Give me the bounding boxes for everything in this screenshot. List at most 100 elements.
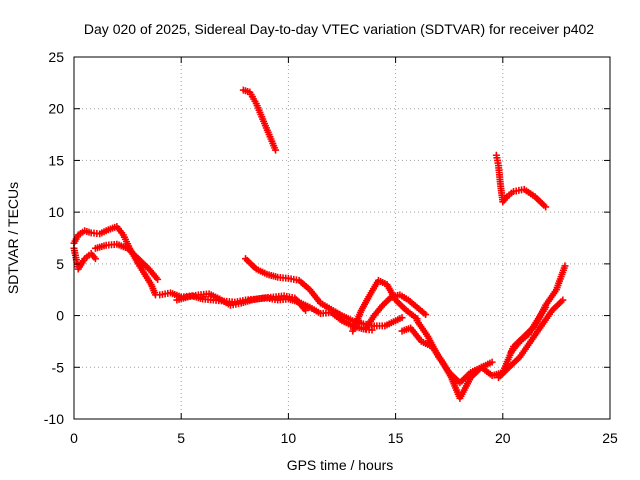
track-markers — [120, 233, 133, 250]
track-markers — [83, 251, 93, 261]
track-markers — [394, 315, 404, 324]
y-axis-label: SDTVAR / TECUs — [5, 182, 21, 294]
track-markers — [125, 246, 141, 261]
data-point — [272, 146, 280, 154]
track-markers — [276, 295, 290, 304]
y-tick-label: 15 — [48, 152, 64, 168]
track-markers — [261, 293, 275, 302]
track-markers — [393, 298, 409, 313]
data-point — [542, 303, 550, 311]
track-markers — [512, 186, 526, 195]
y-tick-label: 10 — [48, 204, 64, 220]
track-markers — [495, 164, 504, 188]
track-markers — [505, 189, 515, 199]
track-markers — [243, 256, 258, 271]
x-tick-label: 20 — [495, 430, 511, 446]
track-markers — [517, 339, 533, 359]
track-markers — [136, 256, 151, 271]
track-markers — [90, 229, 101, 238]
track-markers — [307, 288, 323, 305]
track-markers — [425, 334, 441, 359]
track-markers — [218, 296, 232, 308]
track-markers — [373, 322, 386, 330]
track-markers — [500, 194, 510, 204]
track-markers — [493, 154, 502, 167]
x-tick-label: 10 — [281, 430, 297, 446]
track-markers — [148, 283, 159, 297]
track-markers — [522, 187, 537, 199]
track-markers — [539, 308, 555, 328]
track-markers — [496, 365, 511, 380]
track-markers — [253, 102, 266, 121]
data-point — [488, 358, 496, 366]
track-markers — [142, 272, 154, 286]
track-markers — [201, 295, 215, 304]
track-markers — [319, 300, 333, 312]
y-tick-label: 0 — [56, 308, 64, 324]
x-axis-label: GPS time / hours — [287, 457, 394, 473]
track-markers — [83, 227, 93, 236]
track-markers — [254, 266, 269, 277]
axis-ticks — [73, 56, 611, 420]
track-markers — [550, 298, 565, 313]
grid-lines — [74, 57, 610, 419]
data-point — [302, 306, 310, 314]
track-markers — [408, 326, 424, 344]
track-markers — [367, 278, 381, 297]
track-markers — [233, 297, 247, 306]
track-markers — [509, 339, 523, 354]
data-point — [542, 203, 550, 211]
y-tick-label: -10 — [44, 411, 64, 427]
data-point — [561, 262, 569, 270]
y-tick-label: 5 — [56, 256, 64, 272]
track-markers — [71, 233, 81, 245]
y-tick-label: -5 — [52, 359, 65, 375]
track-markers — [469, 364, 483, 375]
track-markers — [340, 313, 355, 324]
track-markers — [518, 332, 531, 344]
x-tick-label: 5 — [177, 430, 185, 446]
track-markers — [340, 318, 355, 329]
track-markers — [251, 295, 264, 304]
track-markers — [415, 305, 428, 317]
satellite-track-7 — [242, 255, 406, 330]
track-markers — [400, 325, 412, 334]
track-markers — [98, 227, 110, 237]
satellite-track-13 — [499, 262, 569, 376]
data-points — [70, 86, 569, 402]
satellite-track-14 — [495, 296, 567, 382]
track-markers — [377, 277, 389, 288]
data-point — [422, 311, 430, 319]
track-markers — [146, 267, 160, 282]
satellite-track-12 — [492, 151, 550, 211]
track-markers — [260, 117, 272, 136]
track-markers — [383, 318, 397, 329]
x-tick-labels: 0 5 10 15 20 25 — [70, 430, 618, 446]
track-markers — [533, 194, 548, 209]
track-markers — [358, 293, 373, 312]
satellite-track-9 — [362, 291, 430, 333]
data-point — [91, 255, 99, 263]
track-markers — [266, 133, 279, 152]
track-markers — [283, 292, 296, 301]
satellite-track-3 — [91, 240, 162, 283]
track-markers — [414, 319, 430, 338]
track-markers — [363, 313, 377, 331]
track-markers — [458, 370, 473, 385]
track-markers — [242, 87, 252, 95]
track-markers — [319, 309, 333, 317]
satellite-track-6 — [239, 86, 280, 154]
track-markers — [114, 225, 126, 237]
track-markers — [398, 292, 410, 303]
track-markers — [276, 274, 290, 282]
track-markers — [272, 292, 285, 301]
track-markers — [76, 257, 87, 271]
track-markers — [186, 291, 200, 300]
track-markers — [247, 90, 259, 105]
x-tick-label: 25 — [602, 430, 618, 446]
track-markers — [457, 376, 474, 400]
y-tick-label: 25 — [48, 49, 64, 65]
track-markers — [105, 240, 118, 249]
track-markers — [534, 305, 548, 323]
y-tick-label: 20 — [48, 101, 64, 117]
